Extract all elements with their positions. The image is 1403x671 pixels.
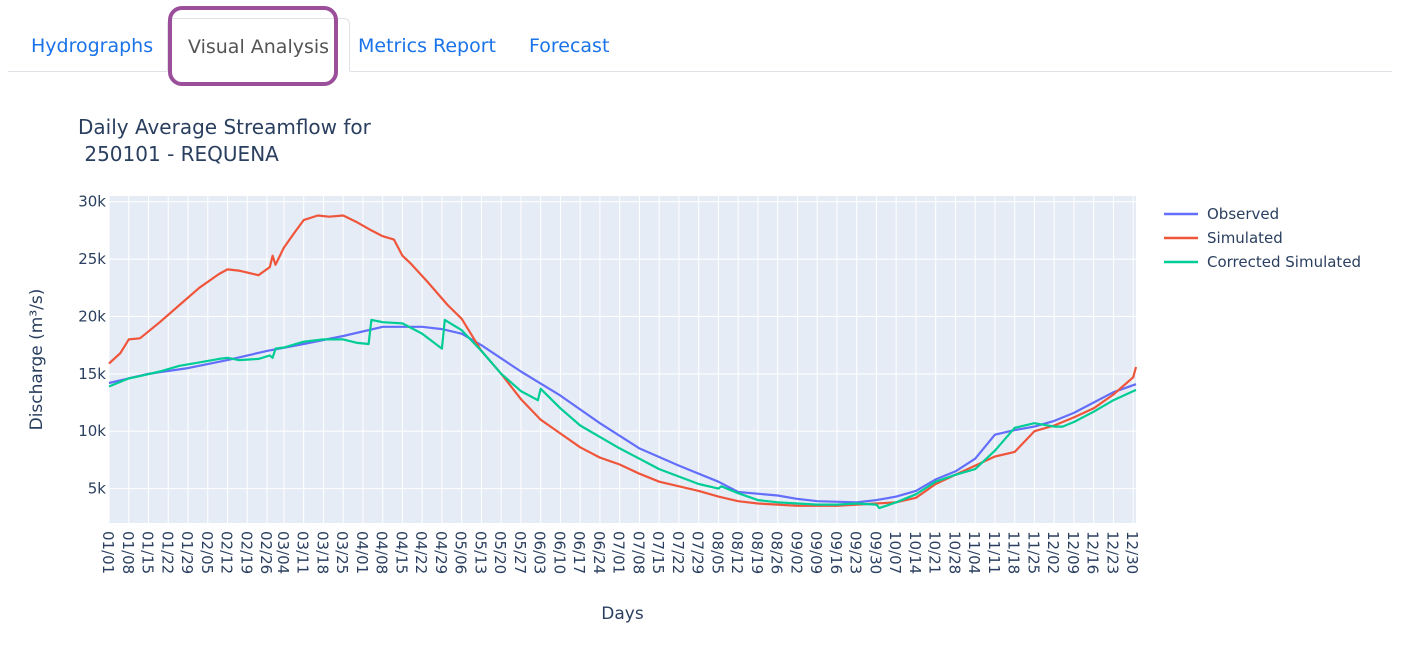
x-tick-label: 02/12 bbox=[218, 531, 236, 574]
x-tick-label: 06/03 bbox=[531, 531, 549, 574]
x-tick-label: 01/22 bbox=[158, 531, 176, 574]
y-tick-label: 15k bbox=[78, 365, 106, 383]
series-line-observed bbox=[108, 325, 1137, 504]
series-line-corrected-simulated bbox=[108, 318, 1137, 510]
x-axis-label: Days bbox=[601, 604, 644, 624]
x-tick-label: 10/28 bbox=[945, 531, 963, 574]
y-tick-label: 20k bbox=[78, 307, 106, 325]
x-tick-label: 04/22 bbox=[412, 531, 430, 574]
y-tick-label: 10k bbox=[78, 422, 106, 440]
x-tick-label: 03/11 bbox=[294, 531, 312, 574]
legend[interactable]: Observed Simulated Corrected Simulated bbox=[1164, 205, 1361, 271]
legend-label: Corrected Simulated bbox=[1207, 253, 1361, 271]
x-tick-label: 08/05 bbox=[708, 531, 726, 574]
x-tick-label: 12/23 bbox=[1103, 531, 1121, 574]
legend-item[interactable]: Simulated bbox=[1164, 229, 1283, 247]
series-lines bbox=[108, 214, 1138, 510]
y-axis-label: Discharge (m³/s) bbox=[27, 289, 47, 431]
x-tick-label: 02/05 bbox=[198, 531, 216, 574]
plot-area bbox=[109, 196, 1136, 523]
tab-metrics-report[interactable]: Metrics Report bbox=[358, 35, 496, 57]
tab-bar: Hydrographs Visual Analysis Metrics Repo… bbox=[8, 18, 1392, 72]
x-tick-label: 11/11 bbox=[985, 531, 1003, 574]
y-tick-label: 25k bbox=[78, 250, 106, 268]
x-tick-label: 08/26 bbox=[768, 531, 786, 574]
x-tick-label: 08/19 bbox=[748, 531, 766, 574]
x-axis-ticks: 01/01 01/08 01/15 01/22 01/29 02/05 02/12 02/19… bbox=[99, 531, 1141, 574]
x-tick-label: 09/02 bbox=[787, 531, 805, 574]
x-tick-label: 04/08 bbox=[373, 531, 391, 574]
x-tick-label: 09/16 bbox=[827, 531, 845, 574]
chart-title: Daily Average Streamflow for 250101 - RE… bbox=[78, 114, 371, 168]
chart-title-line2: 250101 - REQUENA bbox=[78, 142, 279, 166]
legend-item[interactable]: Observed bbox=[1164, 205, 1279, 223]
x-tick-label: 07/15 bbox=[649, 531, 667, 574]
x-tick-label: 05/06 bbox=[452, 531, 470, 574]
y-tick-label: 30k bbox=[78, 193, 106, 211]
tab-visual-analysis[interactable]: Visual Analysis bbox=[167, 18, 351, 72]
x-tick-label: 02/26 bbox=[257, 531, 275, 574]
legend-label: Simulated bbox=[1207, 229, 1283, 247]
x-tick-label: 05/27 bbox=[511, 531, 529, 574]
x-tick-label: 05/20 bbox=[491, 531, 509, 574]
x-tick-label: 12/09 bbox=[1064, 531, 1082, 574]
x-tick-label: 04/29 bbox=[432, 531, 450, 574]
x-tick-label: 05/13 bbox=[471, 531, 489, 574]
x-tick-label: 06/10 bbox=[550, 531, 568, 574]
x-tick-label: 07/08 bbox=[629, 531, 647, 574]
x-tick-label: 11/25 bbox=[1024, 531, 1042, 574]
x-tick-label: 01/01 bbox=[99, 531, 117, 574]
legend-label: Observed bbox=[1207, 205, 1279, 223]
x-tick-label: 09/09 bbox=[807, 531, 825, 574]
x-tick-label: 07/22 bbox=[669, 531, 687, 574]
x-tick-label: 08/12 bbox=[728, 531, 746, 574]
legend-item[interactable]: Corrected Simulated bbox=[1164, 253, 1361, 271]
x-tick-label: 07/01 bbox=[610, 531, 628, 574]
x-tick-label: 04/15 bbox=[392, 531, 410, 574]
x-tick-label: 12/16 bbox=[1084, 531, 1102, 574]
x-tick-label: 11/04 bbox=[965, 531, 983, 574]
x-tick-label: 03/18 bbox=[313, 531, 331, 574]
tab-forecast[interactable]: Forecast bbox=[529, 35, 610, 57]
x-tick-label: 10/21 bbox=[926, 531, 944, 574]
x-tick-label: 04/01 bbox=[353, 531, 371, 574]
x-tick-label: 09/30 bbox=[866, 531, 884, 574]
x-tick-label: 12/02 bbox=[1044, 531, 1062, 574]
gridlines bbox=[108, 196, 1136, 523]
tab-hydrographs[interactable]: Hydrographs bbox=[31, 35, 154, 57]
y-axis-ticks: 5k 10k 15k 20k 25k 30k bbox=[78, 193, 106, 498]
x-tick-label: 10/14 bbox=[906, 531, 924, 574]
x-tick-label: 09/23 bbox=[847, 531, 865, 574]
x-tick-label: 10/07 bbox=[886, 531, 904, 574]
chart-title-line1: Daily Average Streamflow for bbox=[78, 115, 371, 139]
x-tick-label: 07/29 bbox=[689, 531, 707, 574]
x-tick-label: 12/30 bbox=[1123, 531, 1141, 574]
x-tick-label: 02/19 bbox=[237, 531, 255, 574]
x-tick-label: 06/17 bbox=[570, 531, 588, 574]
x-tick-label: 11/18 bbox=[1005, 531, 1023, 574]
x-tick-label: 01/08 bbox=[119, 531, 137, 574]
x-tick-label: 03/04 bbox=[274, 531, 292, 574]
x-tick-label: 01/29 bbox=[178, 531, 196, 574]
y-tick-label: 5k bbox=[88, 480, 107, 498]
x-tick-label: 06/24 bbox=[590, 531, 608, 574]
x-tick-label: 01/15 bbox=[139, 531, 157, 574]
x-tick-label: 03/25 bbox=[333, 531, 351, 574]
